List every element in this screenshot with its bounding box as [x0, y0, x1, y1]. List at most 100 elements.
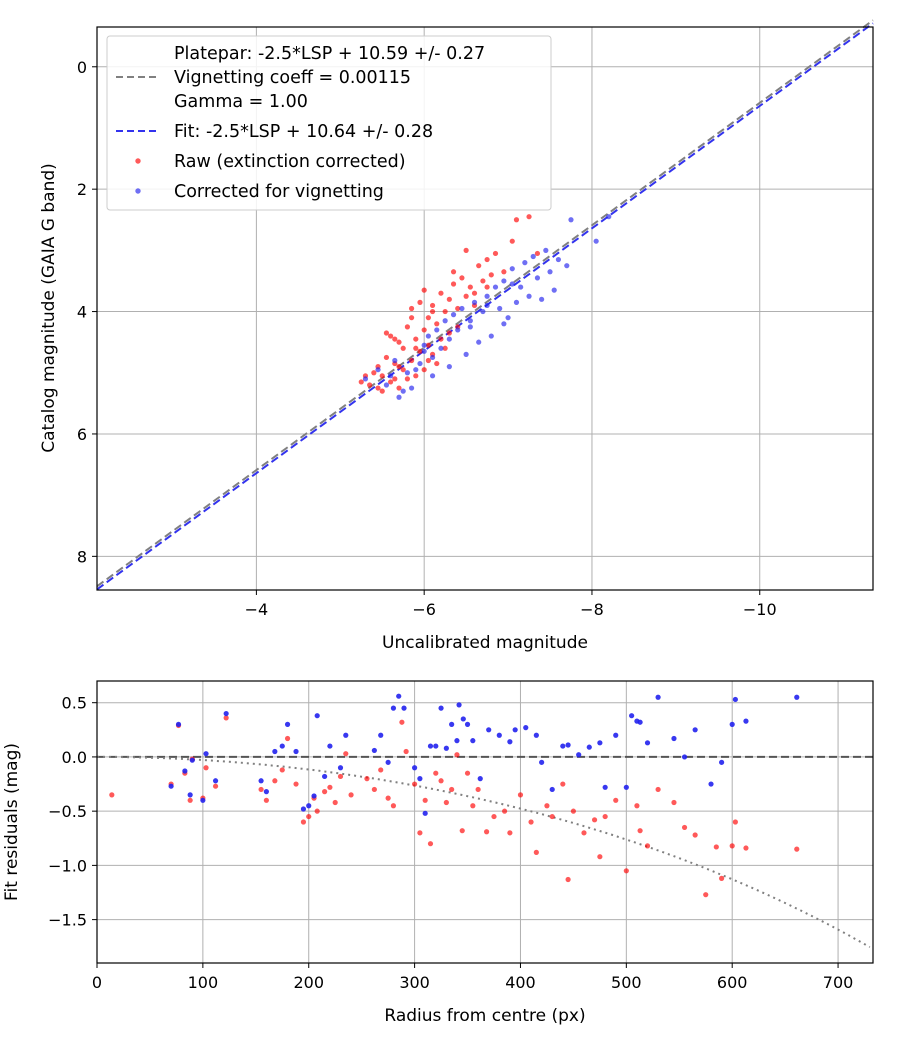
top-x-tick-label: −10: [743, 600, 777, 619]
raw-residual-point: [713, 844, 719, 850]
vignetting-curve: [97, 755, 871, 948]
corrected-residual-point: [732, 696, 738, 703]
raw-residual-point: [300, 819, 307, 825]
bottom-x-tick-label: 600: [717, 973, 748, 992]
top-y-tick-label: 4: [77, 303, 87, 322]
raw-point: [450, 269, 457, 275]
raw-residual-point: [332, 799, 338, 806]
raw-residual-point: [517, 792, 524, 798]
bottom-y-tick-label: 0.5: [62, 694, 87, 713]
corrected-residual-point: [272, 748, 278, 755]
raw-point: [408, 315, 415, 321]
corrected-residual-point: [613, 732, 619, 738]
raw-point: [429, 308, 436, 315]
legend-corrected-marker: [135, 188, 141, 194]
corrected-residual-point: [560, 743, 566, 749]
raw-point: [379, 373, 385, 379]
bottom-grid: [96, 681, 873, 963]
raw-residual-point: [449, 786, 455, 793]
corrected-residual-point: [300, 806, 307, 812]
raw-residual-point: [528, 819, 534, 825]
raw-point: [434, 321, 440, 327]
raw-point: [534, 250, 541, 257]
corrected-point: [463, 351, 469, 357]
raw-point: [484, 284, 490, 290]
raw-point: [417, 299, 423, 305]
corrected-residual-point: [422, 810, 428, 816]
corrected-point: [429, 354, 436, 361]
legend-gamma-label: Gamma = 1.00: [174, 92, 308, 112]
raw-point: [371, 370, 377, 376]
corrected-point: [509, 281, 515, 287]
raw-residual-point: [203, 765, 209, 771]
raw-residual-point: [443, 799, 449, 806]
legend-platepar-label: Platepar: -2.5*LSP + 10.59 +/- 0.27: [174, 44, 485, 64]
corrected-residual-point: [539, 759, 545, 765]
corrected-residual-point: [449, 721, 455, 727]
bottom-y-axis-label: Fit residuals (mag): [2, 743, 22, 901]
raw-residual-point: [327, 784, 333, 790]
bottom-x-tick-label: 300: [399, 973, 430, 992]
corrected-residual-point: [385, 759, 391, 765]
corrected-point: [442, 318, 448, 324]
raw-residual-point: [314, 808, 320, 814]
corrected-residual-point: [314, 713, 320, 719]
corrected-point: [421, 348, 427, 354]
corrected-point: [471, 299, 478, 305]
raw-residual-point: [263, 797, 269, 803]
raw-residual-point: [187, 797, 193, 803]
raw-residual-point: [464, 770, 471, 776]
raw-point: [396, 385, 402, 391]
raw-point: [392, 336, 398, 342]
raw-point: [446, 330, 452, 336]
raw-residual-point: [371, 786, 377, 793]
corrected-point: [501, 321, 507, 327]
corrected-residual-point: [263, 789, 269, 795]
corrected-point: [488, 333, 494, 339]
top-y-tick-label: 8: [77, 547, 87, 566]
corrected-residual-point: [602, 784, 608, 790]
corrected-residual-point: [644, 740, 651, 746]
corrected-residual-point: [182, 768, 188, 774]
bottom-y-tick-label: 0.0: [62, 748, 87, 767]
raw-point: [408, 357, 415, 364]
corrected-residual-point: [565, 742, 571, 748]
raw-residual-point: [337, 773, 344, 780]
raw-residual-point: [507, 830, 513, 836]
legend-raw-marker: [135, 158, 141, 164]
raw-point: [442, 345, 448, 351]
raw-residual-point: [212, 783, 219, 789]
corrected-residual-point: [470, 738, 476, 744]
bottom-x-tick-label: 500: [611, 973, 642, 992]
raw-point: [383, 354, 390, 361]
top-y-tick-label: 0: [77, 58, 87, 77]
raw-residual-point: [470, 803, 476, 809]
corrected-residual-point: [443, 745, 449, 751]
platepar-fit-line: [96, 19, 874, 588]
raw-point: [429, 302, 436, 309]
corrected-point: [497, 305, 503, 312]
corrected-point: [484, 302, 490, 309]
top-axes-frame: [96, 26, 874, 591]
corrected-residual-point: [512, 727, 518, 733]
raw-point: [455, 305, 461, 312]
raw-point: [383, 330, 390, 336]
raw-point: [388, 379, 394, 385]
raw-point: [404, 324, 410, 330]
corrected-point: [396, 394, 402, 400]
corrected-residual-point: [401, 705, 407, 711]
raw-point: [509, 238, 515, 244]
raw-point: [526, 214, 532, 220]
corrected-point: [413, 367, 419, 373]
corrected-residual-point: [523, 725, 529, 731]
raw-point: [421, 287, 427, 293]
raw-point: [396, 339, 402, 345]
corrected-residual-point: [655, 694, 661, 700]
corrected-point: [392, 357, 398, 364]
corrected-residual-point: [743, 718, 749, 724]
raw-residual-point: [533, 849, 539, 855]
legend-corrected-label: Corrected for vignetting: [174, 182, 384, 202]
raw-point: [421, 327, 427, 333]
raw-residual-point: [719, 875, 725, 882]
